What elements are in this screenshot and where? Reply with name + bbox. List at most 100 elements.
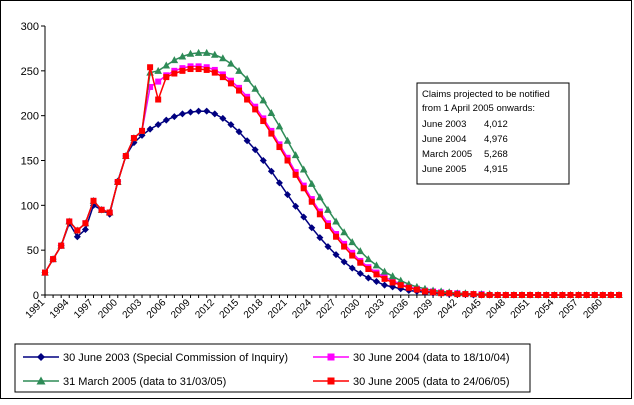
annotation-row-label: June 2004 (422, 134, 466, 145)
y-tick-label: 150 (21, 156, 39, 168)
data-point (147, 64, 154, 71)
data-point (203, 66, 210, 73)
data-point (178, 110, 186, 118)
data-point (194, 48, 203, 56)
x-tick-label: 2051 (509, 297, 533, 321)
data-point (227, 80, 234, 87)
data-point (211, 69, 218, 76)
data-point (243, 74, 251, 82)
data-point (227, 121, 235, 129)
data-point (155, 78, 162, 85)
data-point (155, 96, 162, 103)
data-point (381, 275, 388, 282)
data-point (130, 135, 137, 142)
x-tick-label: 2027 (315, 297, 339, 321)
data-point (575, 292, 582, 298)
data-point (259, 157, 267, 164)
data-point (413, 286, 420, 293)
data-point (114, 179, 121, 186)
data-point (454, 291, 461, 298)
data-point (316, 234, 324, 242)
data-point (66, 218, 73, 225)
x-tick-label: 2018 (242, 297, 266, 321)
legend-label: 30 June 2005 (data to 24/06/05) (353, 376, 510, 388)
data-point (373, 271, 380, 278)
data-point (195, 107, 203, 115)
data-point (543, 292, 550, 298)
x-tick-label: 2009 (169, 297, 193, 321)
data-point (267, 167, 275, 175)
data-point (308, 224, 316, 232)
annotation-row-value: 4,976 (484, 134, 508, 145)
data-point (462, 291, 469, 298)
data-point (106, 209, 113, 216)
data-point (210, 50, 219, 58)
legend-border (14, 343, 531, 393)
data-point (381, 281, 389, 289)
data-point (349, 252, 356, 259)
data-point (583, 292, 590, 298)
annotation-heading-2: from 1 April 2005 onwards: (422, 103, 535, 114)
data-point (276, 144, 283, 151)
x-tick-label: 2000 (96, 297, 120, 321)
x-tick-label: 2048 (484, 297, 508, 321)
annotation-box: Claims projected to be notified from 1 A… (416, 82, 570, 185)
data-point (163, 74, 170, 81)
data-point (90, 197, 97, 204)
data-point (365, 265, 372, 272)
data-point (591, 292, 598, 298)
data-point (146, 125, 154, 133)
x-tick-label: 1994 (48, 297, 72, 321)
x-tick-label: 2024 (290, 297, 314, 321)
x-tick-label: 2036 (387, 297, 411, 321)
data-point (470, 291, 477, 298)
data-point (308, 198, 315, 205)
data-point (227, 59, 235, 67)
x-tick-label: 2042 (436, 297, 460, 321)
data-point (405, 284, 412, 291)
data-point (73, 233, 81, 241)
data-point (494, 292, 501, 298)
data-point (372, 278, 380, 286)
annotation-row-value: 5,268 (484, 149, 508, 160)
data-point (186, 49, 195, 57)
data-point (510, 292, 517, 298)
data-point (380, 267, 389, 275)
data-point (284, 191, 292, 199)
legend-label: 30 June 2004 (data to 18/10/04) (353, 352, 510, 364)
data-point (616, 292, 622, 298)
data-point (356, 269, 364, 277)
data-point (171, 70, 178, 77)
data-point (430, 289, 437, 296)
data-point (122, 153, 129, 160)
data-point (98, 206, 105, 213)
data-point (389, 279, 396, 286)
data-point (341, 243, 348, 250)
data-point (195, 66, 202, 73)
data-point (235, 66, 243, 74)
data-point (307, 179, 316, 187)
data-point (243, 137, 251, 145)
data-point (187, 66, 194, 73)
data-point (324, 222, 331, 229)
data-point (162, 61, 171, 69)
annotation-row-label: June 2005 (422, 164, 466, 175)
data-point (486, 292, 493, 298)
data-point (170, 113, 178, 121)
data-point (275, 179, 283, 187)
data-point (236, 87, 243, 94)
data-point (502, 292, 509, 298)
legend-diamond-marker (37, 353, 45, 361)
data-point (348, 264, 356, 272)
data-point (332, 217, 340, 225)
data-point (340, 228, 348, 236)
x-tick-label: 2030 (339, 297, 363, 321)
legend-item-series-4: 30 June 2005 (data to 24/06/05) (313, 376, 510, 388)
data-point (268, 130, 275, 137)
data-point (292, 171, 299, 178)
x-tick-label: 2057 (557, 297, 581, 321)
data-point (396, 276, 405, 284)
data-point (283, 136, 292, 144)
y-tick-label: 200 (21, 111, 39, 123)
